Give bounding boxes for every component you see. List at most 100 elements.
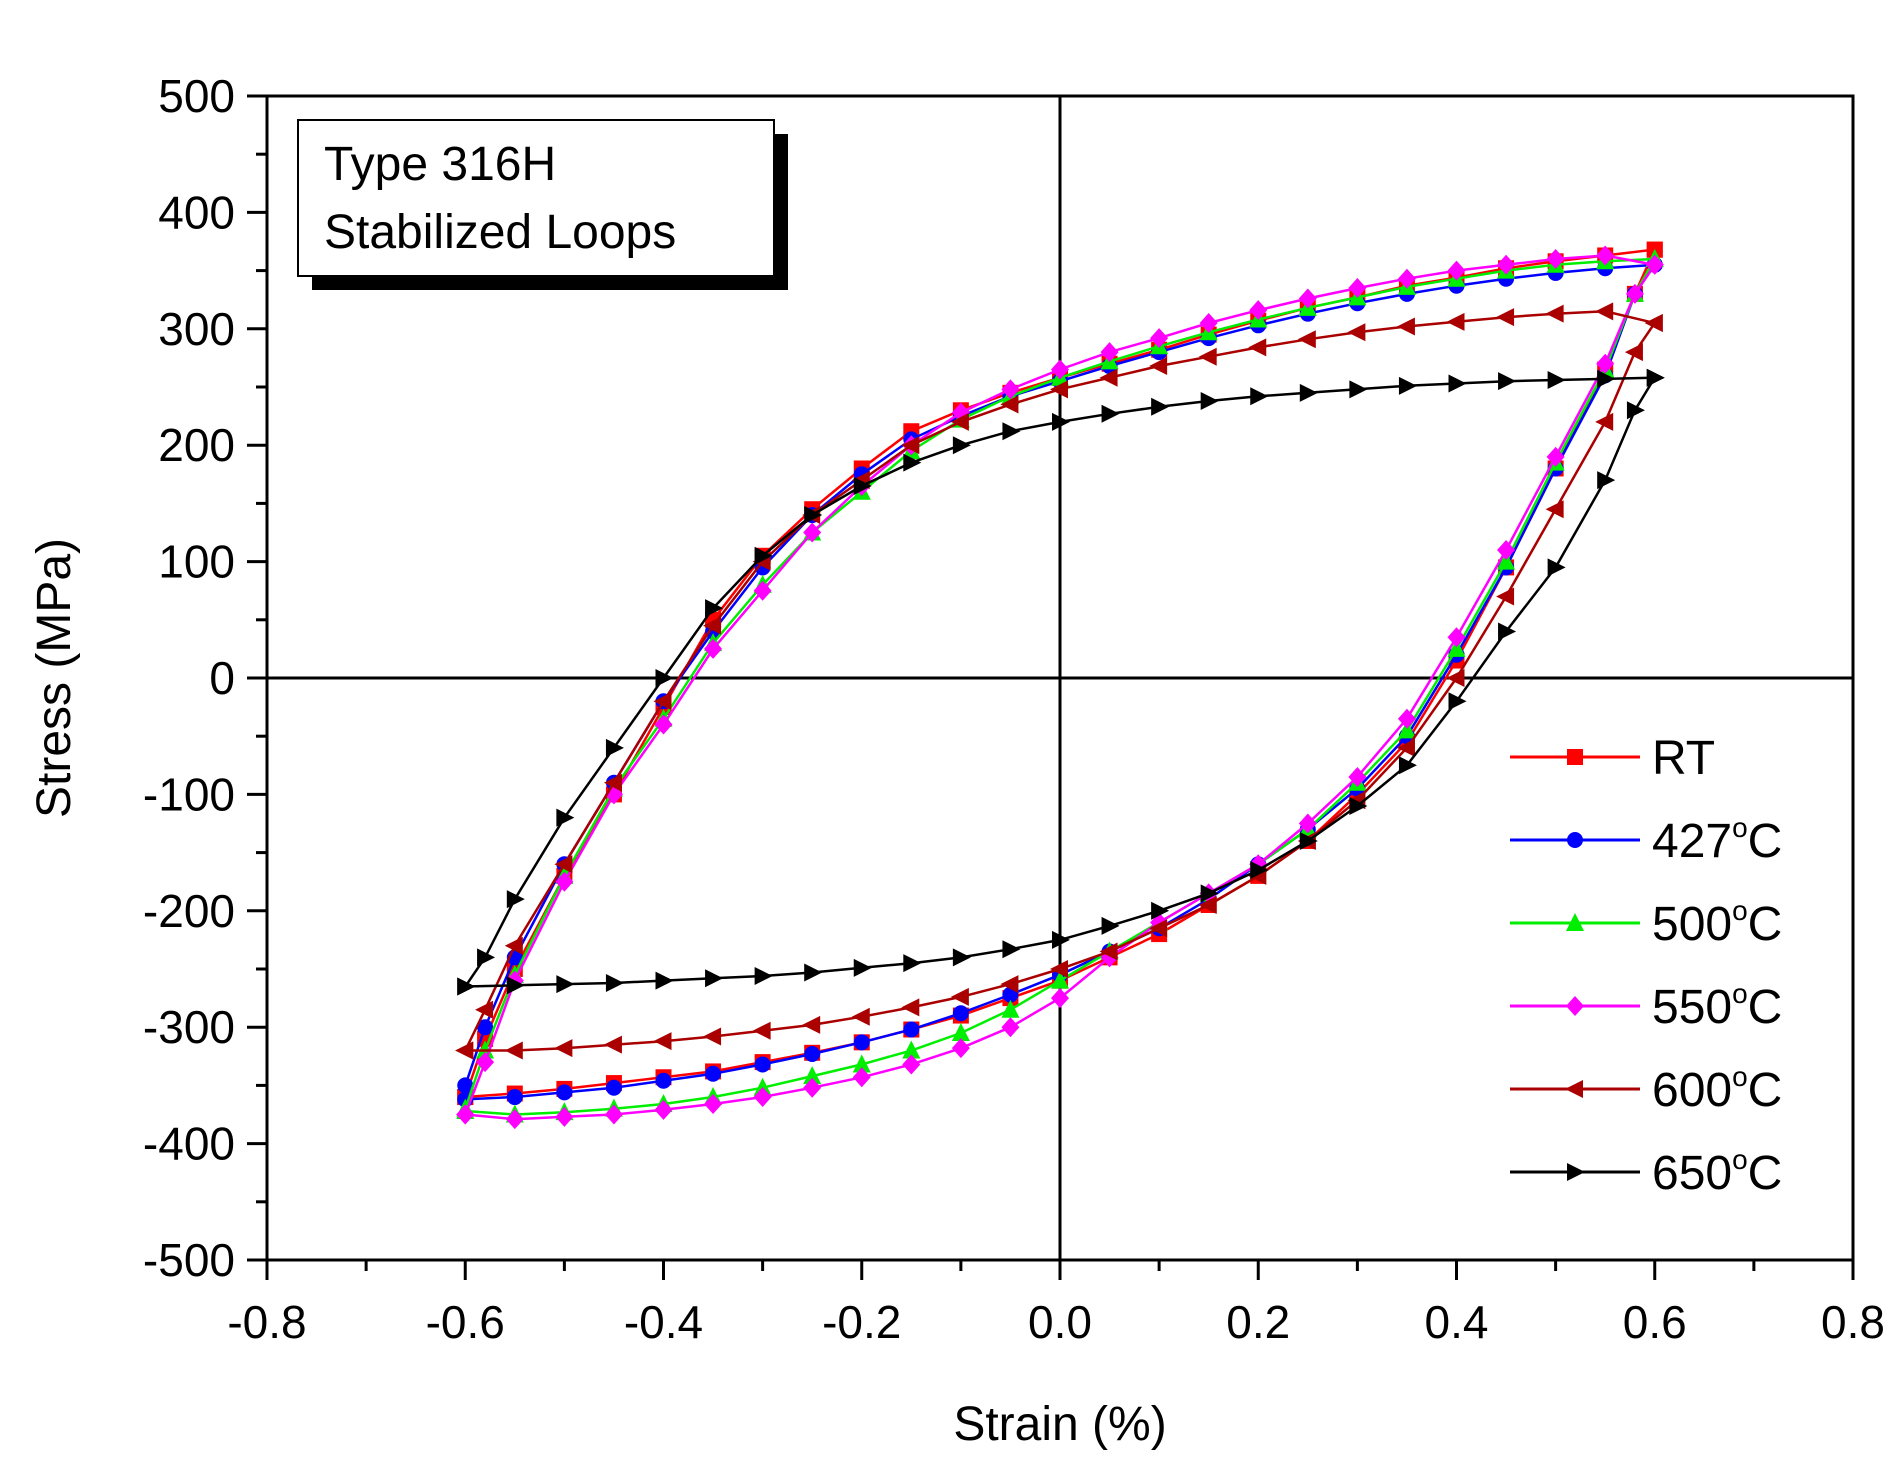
y-tick-label: -500: [143, 1234, 235, 1286]
data-point: [475, 1000, 494, 1019]
data-point: [1497, 551, 1516, 570]
y-tick-label: 100: [158, 536, 235, 588]
data-point: [1347, 323, 1366, 342]
data-point: [1099, 942, 1118, 961]
data-point: [1297, 330, 1316, 349]
data-point: [1149, 919, 1168, 938]
annotation-line-2: Stabilized Loops: [324, 206, 676, 259]
legend-item: 600oC: [1510, 1061, 1782, 1117]
data-point: [853, 958, 872, 977]
data-point: [1348, 278, 1367, 299]
y-tick-label: -200: [143, 885, 235, 937]
data-point: [705, 969, 724, 988]
data-point: [1248, 338, 1267, 357]
data-point: [1547, 371, 1566, 390]
data-point: [1398, 376, 1417, 395]
data-point: [705, 599, 724, 618]
series-650-loop: [457, 368, 1665, 996]
data-point: [1249, 300, 1268, 321]
data-point: [802, 1015, 821, 1034]
data-point: [1597, 369, 1616, 388]
data-point: [952, 436, 971, 455]
data-point: [1050, 960, 1068, 978]
data-point: [852, 1054, 871, 1073]
data-point: [852, 1067, 871, 1088]
data-point: [1250, 387, 1269, 406]
data-point: [556, 808, 575, 827]
data-point: [705, 1065, 722, 1082]
data-point: [1398, 756, 1417, 775]
y-axis-title: Stress (MPa): [28, 538, 81, 818]
legend-item: 650oC: [1510, 1144, 1782, 1200]
y-tick-label: 500: [158, 70, 235, 122]
data-point: [456, 1104, 475, 1125]
x-tick-label: -0.4: [624, 1296, 703, 1348]
data-point: [1052, 930, 1070, 949]
data-point: [803, 1066, 822, 1085]
data-point: [1200, 391, 1219, 410]
data-point: [1497, 254, 1516, 275]
data-point: [803, 1077, 822, 1098]
series-layer: [455, 241, 1665, 1130]
x-tick-label: 0.8: [1821, 1296, 1885, 1348]
legend-marker: [1567, 832, 1583, 848]
data-point: [1644, 313, 1663, 332]
data-point: [1349, 380, 1368, 399]
data-point: [901, 436, 920, 455]
data-point: [902, 1040, 921, 1059]
data-point: [1646, 368, 1665, 387]
data-point: [1099, 368, 1118, 387]
data-point: [1198, 347, 1217, 366]
x-tick-label: 0.0: [1028, 1296, 1092, 1348]
data-point: [1051, 970, 1069, 989]
data-point: [853, 476, 872, 495]
annotation-box: Type 316H Stabilized Loops: [297, 119, 788, 290]
data-point: [605, 738, 624, 757]
data-point: [853, 1034, 870, 1051]
data-point: [704, 1094, 723, 1115]
data-point: [477, 1019, 494, 1036]
data-point: [655, 1072, 672, 1089]
data-point: [1448, 374, 1467, 393]
data-point: [1299, 383, 1318, 402]
data-point: [952, 1005, 969, 1022]
data-point: [506, 1089, 523, 1106]
data-point: [504, 1041, 523, 1060]
data-point: [1050, 380, 1068, 399]
data-point: [655, 669, 674, 687]
legend-item: RT: [1510, 732, 1715, 785]
data-point: [1101, 404, 1120, 423]
data-point: [1051, 988, 1069, 1009]
data-point: [950, 987, 969, 1006]
data-point: [1000, 395, 1019, 414]
data-point: [1001, 1017, 1020, 1038]
x-tick-label: -0.6: [426, 1296, 505, 1348]
y-tick-label: 0: [209, 652, 235, 704]
legend-label: 600oC: [1652, 1061, 1782, 1117]
data-point: [754, 966, 773, 985]
data-point: [1596, 353, 1615, 374]
data-point: [603, 1035, 622, 1054]
data-point: [1447, 260, 1466, 281]
data-point: [653, 1032, 672, 1051]
data-point: [1595, 412, 1614, 431]
data-point: [1446, 312, 1465, 331]
data-point: [1198, 895, 1217, 914]
data-point: [950, 412, 969, 431]
y-tick-label: -100: [143, 768, 235, 820]
legend-label: 650oC: [1652, 1144, 1782, 1200]
legend-item: 427oC: [1510, 812, 1782, 868]
data-point: [753, 1087, 772, 1108]
data-point: [655, 971, 674, 990]
data-point: [1497, 539, 1516, 560]
data-point: [1545, 304, 1564, 323]
annotation-frame: [297, 119, 775, 277]
data-point: [804, 1045, 821, 1062]
data-point: [1001, 999, 1020, 1018]
data-point: [754, 546, 773, 565]
data-point: [1001, 379, 1020, 400]
data-point: [477, 948, 496, 967]
data-point: [1645, 254, 1664, 275]
data-point: [1396, 738, 1415, 757]
